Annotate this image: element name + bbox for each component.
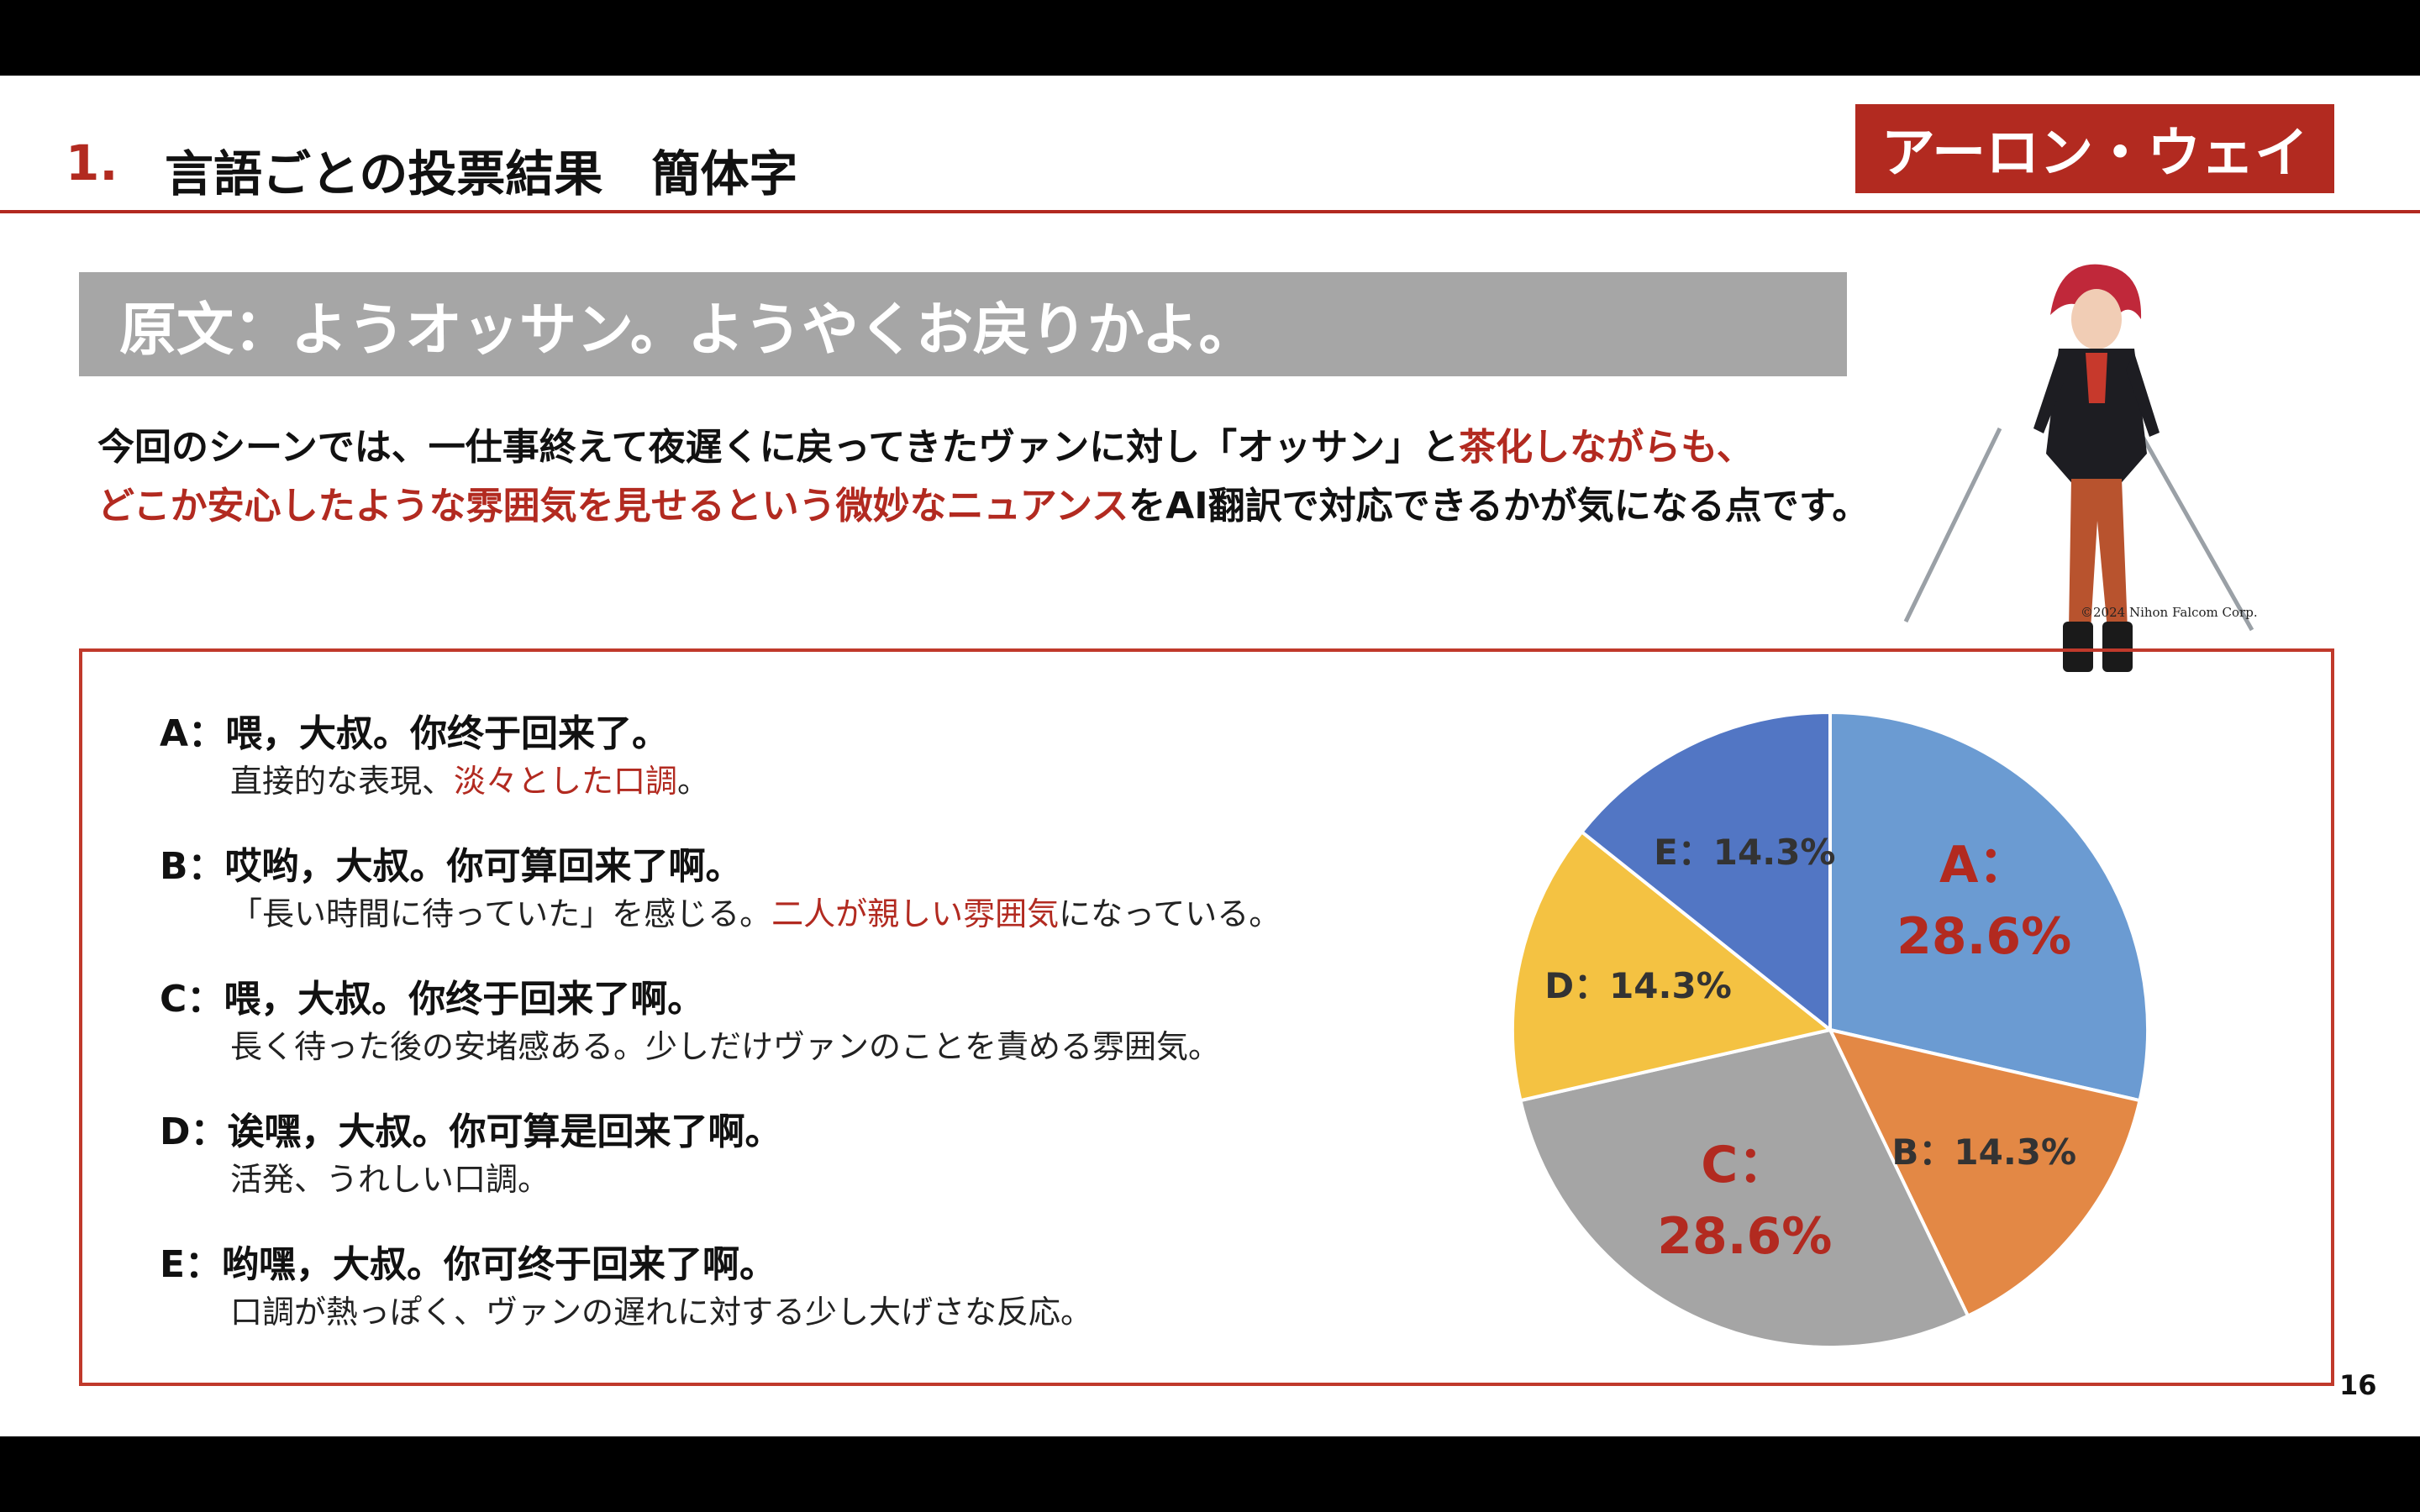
page-number: 16 bbox=[2339, 1369, 2377, 1401]
option-c: C：喂，大叔。你终于回来了啊。 長く待った後の安堵感ある。少しだけヴァンのことを… bbox=[160, 974, 1220, 1068]
option-heading: E：哟嘿，大叔。你可终于回来了啊。 bbox=[160, 1240, 1092, 1290]
option-a: A：喂，大叔。你终于回来了。 直接的な表現、淡々とした口調。 bbox=[160, 709, 709, 803]
left-arm bbox=[2033, 353, 2069, 433]
vote-pie-chart: A： 28.6% B：14.3% C： 28.6% D：14.3% E：14.3% bbox=[1511, 710, 2149, 1349]
title-divider bbox=[0, 210, 2420, 213]
option-desc-text: 「長い時間に待っていた」を感じる。 bbox=[230, 895, 772, 932]
pie-label-b: B：14.3% bbox=[1891, 1131, 2076, 1173]
option-desc-text: 。 bbox=[677, 763, 710, 800]
right-sword bbox=[2140, 435, 2254, 632]
option-description: 活発、うれしい口調。 bbox=[230, 1158, 782, 1201]
option-label: D： bbox=[160, 1110, 228, 1153]
left-boot bbox=[2063, 622, 2093, 672]
option-label: A： bbox=[160, 712, 226, 755]
face bbox=[2071, 289, 2122, 349]
page-title: 言語ごとの投票結果 簡体字 bbox=[165, 145, 798, 202]
option-desc-text: 口調が熱っぽく、ヴァンの遅れに対する少し大げさな反応。 bbox=[230, 1294, 1093, 1331]
pie-label-e: E：14.3% bbox=[1654, 832, 1835, 873]
pie-label-a: A： bbox=[1939, 836, 2028, 895]
character-name-badge: アーロン・ウェイ bbox=[1855, 104, 2334, 193]
option-description: 直接的な表現、淡々とした口調。 bbox=[230, 759, 709, 803]
character-illustration bbox=[1903, 264, 2254, 672]
shirt bbox=[2086, 353, 2107, 403]
vote-results-panel: A：喂，大叔。你终于回来了。 直接的な表現、淡々とした口調。 B：哎哟，大叔。你… bbox=[79, 648, 2334, 1386]
description-line-2: どこか安心したような雰囲気を見せるという微妙なニュアンスをAI翻訳で対応できるか… bbox=[97, 477, 1869, 536]
description-highlight: 茶化しながらも、 bbox=[1459, 426, 1754, 469]
option-text: 喂，大叔。你终于回来了。 bbox=[225, 712, 670, 755]
option-e: E：哟嘿，大叔。你可终于回来了啊。 口調が熱っぽく、ヴァンの遅れに対する少し大げ… bbox=[160, 1240, 1092, 1334]
pie-label-c: C： bbox=[1701, 1136, 1788, 1194]
jacket bbox=[2046, 349, 2147, 487]
pie-value-a: 28.6% bbox=[1897, 907, 2071, 966]
slide: 1. 言語ごとの投票結果 簡体字 アーロン・ウェイ 原文：ようオッサン。ようやく… bbox=[0, 76, 2420, 1436]
description-text: 今回のシーンでは、一仕事終えて夜遅くに戻ってきたヴァンに対し「オッサン」と bbox=[97, 426, 1460, 469]
original-text-banner: 原文：ようオッサン。ようやくお戻りかよ。 bbox=[79, 272, 1847, 376]
description-line-1: 今回のシーンでは、一仕事終えて夜遅くに戻ってきたヴァンに対し「オッサン」と茶化し… bbox=[97, 418, 1869, 477]
option-d: D：诶嘿，大叔。你可算是回来了啊。 活発、うれしい口調。 bbox=[160, 1107, 782, 1201]
option-heading: B：哎哟，大叔。你可算回来了啊。 bbox=[160, 842, 1281, 892]
option-desc-text: 直接的な表現、 bbox=[230, 763, 455, 800]
description-text: をAI翻訳で対応できるかが気になる点です。 bbox=[1128, 485, 1870, 528]
option-text: 诶嘿，大叔。你可算是回来了啊。 bbox=[227, 1110, 782, 1153]
option-description: 口調が熱っぽく、ヴァンの遅れに対する少し大げさな反応。 bbox=[230, 1290, 1092, 1334]
option-label: B： bbox=[160, 845, 225, 888]
option-text: 哎哟，大叔。你可算回来了啊。 bbox=[224, 845, 743, 888]
pie-slice-d bbox=[1511, 829, 1834, 1103]
pie-value-c: 28.6% bbox=[1657, 1207, 1832, 1266]
option-label: C： bbox=[160, 978, 224, 1021]
pants bbox=[2069, 479, 2128, 630]
scene-description: 今回のシーンでは、一仕事終えて夜遅くに戻ってきたヴァンに対し「オッサン」と茶化し… bbox=[97, 418, 1869, 536]
option-desc-text: になっている。 bbox=[1059, 895, 1281, 932]
right-arm bbox=[2126, 353, 2160, 437]
section-number: 1. bbox=[66, 134, 118, 192]
pie-label-d: D：14.3% bbox=[1544, 965, 1732, 1006]
option-heading: D：诶嘿，大叔。你可算是回来了啊。 bbox=[160, 1107, 782, 1158]
option-heading: A：喂，大叔。你终于回来了。 bbox=[160, 709, 709, 759]
pie-slice-a bbox=[1828, 710, 2149, 1103]
left-sword bbox=[1903, 427, 2002, 623]
option-heading: C：喂，大叔。你终于回来了啊。 bbox=[160, 974, 1220, 1025]
option-description: 長く待った後の安堵感ある。少しだけヴァンのことを責める雰囲気。 bbox=[230, 1025, 1220, 1068]
pie-slice-b bbox=[1827, 1027, 2142, 1319]
option-b: B：哎哟，大叔。你可算回来了啊。 「長い時間に待っていた」を感じる。二人が親しい… bbox=[160, 842, 1281, 936]
description-highlight: どこか安心したような雰囲気を見せるという微妙なニュアンス bbox=[97, 485, 1129, 528]
option-text: 哟嘿，大叔。你可终于回来了啊。 bbox=[222, 1243, 777, 1286]
option-label: E： bbox=[160, 1243, 223, 1286]
option-desc-text: 長く待った後の安堵感ある。少しだけヴァンのことを責める雰囲気。 bbox=[230, 1028, 1221, 1065]
pie-slice-e bbox=[1579, 710, 1832, 1034]
right-boot bbox=[2102, 622, 2133, 672]
option-desc-text: 活発、うれしい口調。 bbox=[230, 1161, 550, 1198]
copyright-text: ©2024 Nihon Falcom Corp. bbox=[2081, 605, 2258, 620]
option-desc-highlight: 淡々とした口調 bbox=[454, 763, 678, 800]
option-desc-highlight: 二人が親しい雰囲気 bbox=[771, 895, 1060, 932]
pie-slice-c bbox=[1518, 1027, 1970, 1349]
option-description: 「長い時間に待っていた」を感じる。二人が親しい雰囲気になっている。 bbox=[230, 892, 1281, 936]
option-text: 喂，大叔。你终于回来了啊。 bbox=[224, 978, 705, 1021]
